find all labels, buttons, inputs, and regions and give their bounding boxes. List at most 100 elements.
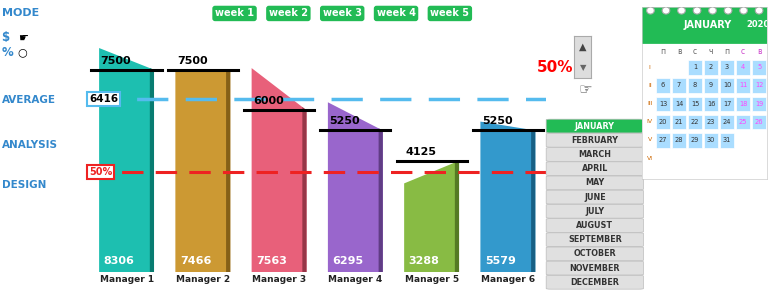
Polygon shape <box>226 70 230 272</box>
Text: week 3: week 3 <box>323 8 361 19</box>
FancyBboxPatch shape <box>656 78 671 93</box>
Text: 22: 22 <box>691 119 699 125</box>
Text: 13: 13 <box>659 100 667 106</box>
FancyBboxPatch shape <box>546 176 644 190</box>
Polygon shape <box>454 161 459 272</box>
Text: 19: 19 <box>755 100 763 106</box>
FancyBboxPatch shape <box>672 133 686 148</box>
FancyBboxPatch shape <box>546 219 644 232</box>
Text: 15: 15 <box>691 100 699 106</box>
Polygon shape <box>175 70 230 272</box>
FancyBboxPatch shape <box>687 60 702 75</box>
Text: 25: 25 <box>739 119 747 125</box>
Text: 2020: 2020 <box>747 20 769 29</box>
Text: JANUARY: JANUARY <box>574 122 615 131</box>
Text: 3: 3 <box>725 64 729 70</box>
FancyBboxPatch shape <box>752 78 767 93</box>
FancyBboxPatch shape <box>704 133 718 148</box>
Text: DECEMBER: DECEMBER <box>571 278 619 287</box>
Text: п: п <box>661 48 665 57</box>
Text: 18: 18 <box>739 100 747 106</box>
Ellipse shape <box>740 7 747 14</box>
Text: в: в <box>757 48 761 57</box>
Polygon shape <box>378 128 383 272</box>
FancyBboxPatch shape <box>752 97 767 111</box>
FancyBboxPatch shape <box>672 97 686 111</box>
Text: 5: 5 <box>757 64 761 70</box>
Text: V: V <box>647 138 652 142</box>
Text: 2: 2 <box>709 64 713 70</box>
Text: 31: 31 <box>723 137 731 143</box>
Text: 7563: 7563 <box>256 256 287 266</box>
Text: ☞: ☞ <box>578 82 592 97</box>
FancyBboxPatch shape <box>704 97 718 111</box>
Text: DESIGN: DESIGN <box>2 180 46 190</box>
FancyBboxPatch shape <box>687 97 702 111</box>
Text: 7: 7 <box>677 82 681 88</box>
Text: SEPTEMBER: SEPTEMBER <box>568 235 621 244</box>
FancyBboxPatch shape <box>736 60 751 75</box>
Text: week 4: week 4 <box>377 8 415 19</box>
FancyBboxPatch shape <box>704 60 718 75</box>
Text: 23: 23 <box>707 119 715 125</box>
Text: IV: IV <box>647 119 653 124</box>
Text: ANALYSIS: ANALYSIS <box>2 140 58 150</box>
Text: 16: 16 <box>707 100 715 106</box>
Text: 20: 20 <box>659 119 667 125</box>
Text: III: III <box>647 101 653 106</box>
FancyBboxPatch shape <box>736 78 751 93</box>
Text: NOVEMBER: NOVEMBER <box>570 264 620 273</box>
FancyBboxPatch shape <box>720 133 734 148</box>
FancyBboxPatch shape <box>704 78 718 93</box>
Text: ○: ○ <box>18 47 28 57</box>
FancyBboxPatch shape <box>752 115 767 129</box>
Text: 5579: 5579 <box>485 256 516 266</box>
FancyBboxPatch shape <box>720 60 734 75</box>
FancyBboxPatch shape <box>687 78 702 93</box>
Polygon shape <box>302 107 307 272</box>
Polygon shape <box>404 161 459 272</box>
Text: JANUARY: JANUARY <box>684 20 732 30</box>
Text: 7500: 7500 <box>177 56 208 66</box>
Text: MODE: MODE <box>2 8 38 19</box>
Text: %: % <box>2 46 13 59</box>
FancyBboxPatch shape <box>672 78 686 93</box>
FancyBboxPatch shape <box>720 115 734 129</box>
Text: 12: 12 <box>755 82 764 88</box>
Ellipse shape <box>693 7 701 14</box>
Text: 6295: 6295 <box>332 256 364 266</box>
Text: week 1: week 1 <box>215 8 254 19</box>
Polygon shape <box>251 68 307 272</box>
Text: AUGUST: AUGUST <box>576 221 614 230</box>
FancyBboxPatch shape <box>687 133 702 148</box>
Text: 4: 4 <box>741 64 745 70</box>
Text: 50%: 50% <box>89 167 112 177</box>
Text: 10: 10 <box>723 82 731 88</box>
Text: week 5: week 5 <box>431 8 469 19</box>
Text: MARCH: MARCH <box>578 150 611 159</box>
Text: week 2: week 2 <box>269 8 308 19</box>
Text: II: II <box>648 83 651 88</box>
Text: 7500: 7500 <box>101 56 131 66</box>
FancyBboxPatch shape <box>720 97 734 111</box>
FancyBboxPatch shape <box>546 261 644 275</box>
FancyBboxPatch shape <box>546 190 644 204</box>
Text: OCTOBER: OCTOBER <box>574 249 616 258</box>
Polygon shape <box>481 122 535 272</box>
Text: 5250: 5250 <box>329 116 360 126</box>
FancyBboxPatch shape <box>752 60 767 75</box>
FancyBboxPatch shape <box>546 205 644 218</box>
Text: с: с <box>741 48 745 57</box>
FancyBboxPatch shape <box>736 97 751 111</box>
Text: 11: 11 <box>739 82 747 88</box>
Text: 24: 24 <box>723 119 731 125</box>
Text: 30: 30 <box>707 137 715 143</box>
Text: 8306: 8306 <box>104 256 135 266</box>
Ellipse shape <box>662 7 670 14</box>
Text: 8: 8 <box>693 82 697 88</box>
FancyBboxPatch shape <box>546 119 644 133</box>
Text: 6: 6 <box>661 82 665 88</box>
Text: 1: 1 <box>693 64 697 70</box>
FancyBboxPatch shape <box>736 115 751 129</box>
FancyBboxPatch shape <box>546 162 644 176</box>
